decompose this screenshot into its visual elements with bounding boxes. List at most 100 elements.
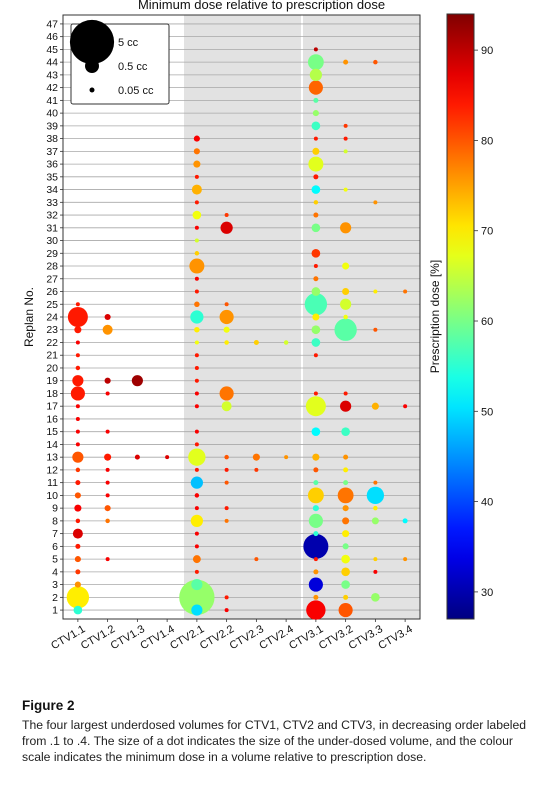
data-point: [343, 59, 349, 65]
data-point: [342, 505, 349, 512]
data-point: [105, 480, 110, 485]
data-point: [402, 518, 408, 524]
data-point: [74, 581, 81, 588]
y-tick-label: 12: [46, 464, 58, 476]
data-point: [75, 429, 80, 434]
data-point: [343, 149, 348, 154]
y-tick-label: 33: [46, 197, 58, 209]
data-point: [194, 174, 199, 179]
y-tick-label: 45: [46, 44, 58, 56]
data-point: [334, 318, 357, 341]
data-point: [194, 506, 199, 511]
data-point: [311, 427, 321, 437]
y-tick-label: 9: [52, 503, 58, 515]
y-tick-label: 34: [46, 184, 58, 196]
data-point: [254, 467, 259, 472]
data-point: [341, 427, 350, 437]
data-point: [308, 577, 323, 592]
colorbar-tick-label: 60: [481, 316, 493, 328]
data-point: [104, 313, 111, 321]
data-point: [337, 487, 354, 504]
y-tick-label: 38: [46, 133, 58, 145]
data-point: [194, 225, 199, 230]
data-point: [403, 289, 408, 294]
y-tick-label: 39: [46, 120, 58, 132]
data-point: [253, 339, 259, 345]
data-point: [371, 517, 379, 525]
data-point: [224, 340, 229, 345]
data-point: [72, 451, 84, 463]
data-point: [312, 110, 319, 117]
data-point: [194, 442, 199, 447]
data-point: [307, 54, 324, 71]
data-point: [219, 309, 234, 325]
data-point: [194, 404, 199, 409]
data-point: [341, 580, 350, 589]
data-point: [194, 289, 199, 294]
y-tick-label: 36: [46, 159, 58, 171]
data-point: [191, 579, 203, 591]
data-point: [308, 513, 323, 528]
figure-caption: Figure 2 The four largest underdosed vol…: [22, 698, 537, 765]
data-point: [194, 467, 199, 472]
y-tick-label: 37: [46, 146, 58, 158]
data-point: [194, 327, 200, 333]
y-tick-label: 32: [46, 210, 58, 222]
data-point: [313, 276, 319, 282]
y-axis-label: Replan No.: [22, 287, 36, 347]
data-point: [311, 325, 321, 335]
data-point: [75, 353, 80, 358]
legend-label: 0.5 cc: [118, 61, 148, 73]
colorbar-tick-label: 40: [481, 497, 493, 509]
data-point: [194, 276, 199, 281]
data-point: [66, 586, 90, 609]
y-tick-label: 23: [46, 324, 58, 336]
data-point: [75, 416, 80, 421]
data-point: [74, 326, 82, 334]
data-point: [373, 327, 378, 332]
data-point: [224, 506, 229, 511]
data-point: [313, 557, 318, 562]
data-point: [194, 493, 200, 498]
data-point: [194, 353, 199, 358]
data-point: [343, 454, 349, 460]
data-point: [190, 476, 203, 489]
data-point: [191, 604, 203, 616]
data-point: [105, 429, 110, 434]
data-point: [340, 298, 352, 310]
data-point: [224, 608, 229, 613]
data-point: [75, 569, 81, 575]
data-point: [312, 453, 320, 461]
data-point: [313, 569, 319, 575]
data-point: [313, 594, 319, 600]
data-point: [75, 480, 81, 486]
data-point: [305, 396, 326, 417]
data-point: [373, 480, 378, 485]
data-point: [343, 480, 349, 486]
data-point: [194, 429, 199, 434]
data-point: [373, 200, 378, 205]
y-tick-label: 2: [52, 592, 58, 604]
data-point: [188, 448, 206, 466]
data-point: [254, 557, 259, 562]
data-point: [75, 467, 81, 473]
data-point: [313, 97, 319, 103]
colorbar-label: Prescription dose [%]: [428, 260, 442, 373]
data-point: [194, 251, 200, 256]
data-point: [307, 487, 324, 504]
data-point: [343, 391, 348, 396]
data-point: [189, 258, 205, 274]
data-point: [403, 404, 408, 409]
data-point: [313, 47, 318, 52]
legend-marker: [89, 87, 95, 93]
data-point: [373, 59, 378, 65]
y-tick-label: 15: [46, 426, 58, 438]
data-point: [373, 557, 378, 562]
y-tick-label: 18: [46, 388, 58, 400]
data-point: [194, 301, 200, 307]
y-tick-label: 43: [46, 69, 58, 81]
data-point: [371, 402, 379, 410]
data-point: [105, 557, 110, 562]
data-point: [313, 531, 319, 537]
data-point: [67, 307, 88, 327]
